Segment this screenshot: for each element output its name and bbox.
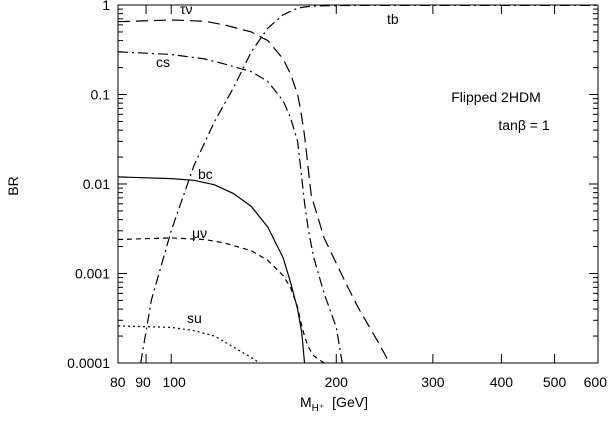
x-tick-label: 100 (162, 374, 186, 390)
x-tick-label: 600 (584, 374, 608, 390)
series-line-mu-nu (117, 237, 325, 364)
x-tick-label: 300 (421, 374, 445, 390)
y-tick-label: 0.01 (83, 176, 110, 192)
series-line-cs (117, 51, 343, 364)
series-label-tb: tb (387, 11, 399, 27)
model-annotation: Flipped 2HDM (451, 89, 540, 105)
x-axis-label-main: M (300, 394, 312, 410)
series-line-tau-nu (117, 19, 390, 364)
x-axis-label-subscript: H⁺ (312, 403, 325, 414)
series-label-cs: cs (156, 54, 170, 70)
series-label-mu-nu: μν (192, 225, 207, 241)
y-tick-label: 1 (102, 0, 110, 13)
chart-series: τν cs tb bc μν su (117, 1, 598, 364)
y-tick-label: 0.0001 (67, 355, 110, 371)
series-label-su: su (187, 310, 202, 326)
x-tick-label: 90 (135, 374, 151, 390)
x-tick-label: 400 (490, 374, 514, 390)
y-tick-label: 0.1 (91, 87, 111, 103)
series-label-bc: bc (198, 166, 213, 182)
x-tick-label: 80 (110, 374, 126, 390)
x-axis-label: MH⁺ [GeV] (300, 394, 368, 414)
x-tick-label: 500 (543, 374, 567, 390)
y-axis-label: BR (5, 176, 21, 195)
series-line-su (117, 325, 261, 364)
x-axis-label-unit: [GeV] (332, 394, 368, 410)
y-tick-label: 0.001 (75, 266, 110, 282)
series-line-tb (140, 4, 598, 364)
tanbeta-annotation: tanβ = 1 (498, 117, 549, 133)
series-label-tau-nu: τν (180, 1, 193, 17)
axis-ticks: 0.0001 0.001 0.01 0.1 1 80 90 100 200 300 400 500 60… (67, 0, 607, 390)
series-line-bc (117, 176, 306, 364)
x-tick-label: 200 (325, 374, 349, 390)
